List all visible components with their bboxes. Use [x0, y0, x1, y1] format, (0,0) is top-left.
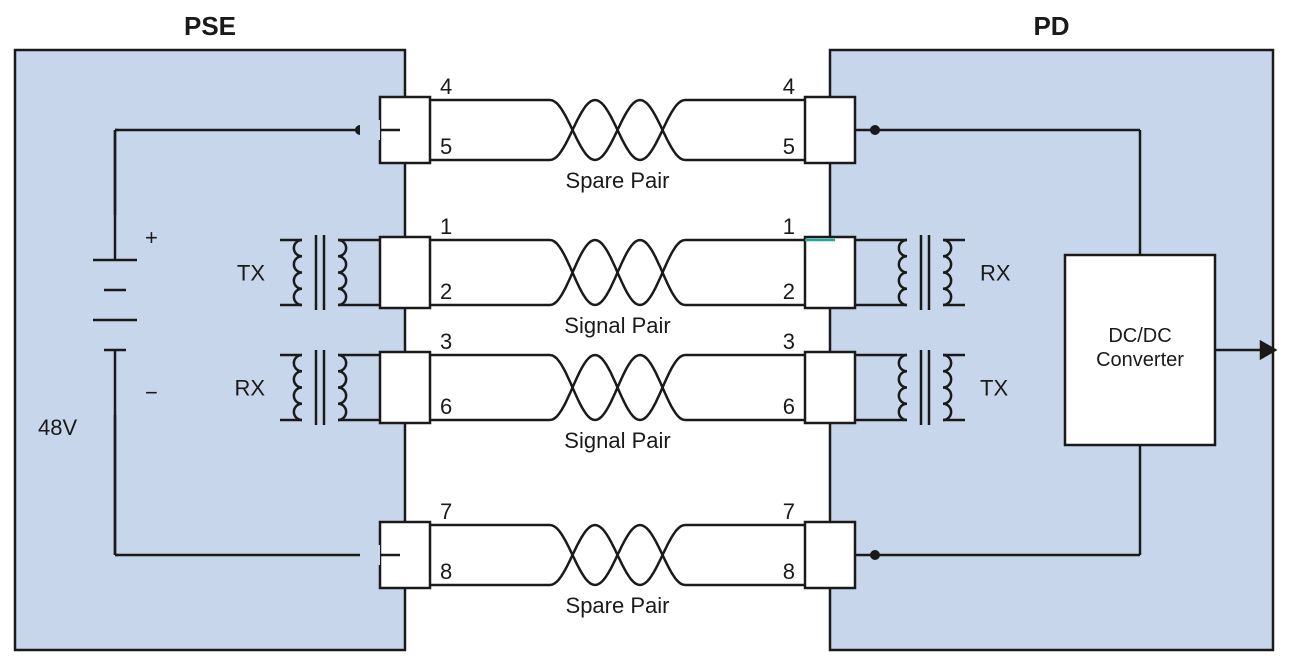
svg-text:3: 3	[783, 329, 795, 354]
pair-1: 1 2 1 2 Signal Pair	[380, 214, 855, 338]
svg-text:Signal Pair: Signal Pair	[564, 428, 670, 453]
svg-text:−: −	[145, 380, 158, 405]
svg-text:2: 2	[440, 279, 452, 304]
svg-text:7: 7	[440, 499, 452, 524]
svg-text:7: 7	[783, 499, 795, 524]
pair-0: 4 5 4 5 Spare Pair	[380, 74, 855, 193]
svg-text:1: 1	[783, 214, 795, 239]
svg-text:4: 4	[783, 74, 795, 99]
svg-text:DC/DC: DC/DC	[1108, 325, 1171, 347]
svg-text:4: 4	[440, 74, 452, 99]
voltage-label: 48V	[38, 415, 77, 440]
svg-text:8: 8	[783, 559, 795, 584]
svg-text:2: 2	[783, 279, 795, 304]
svg-text:+: +	[145, 225, 158, 250]
pair-3: 7 8 7 8 Spare Pair	[380, 499, 855, 618]
svg-text:Converter: Converter	[1096, 349, 1184, 371]
svg-text:6: 6	[783, 394, 795, 419]
svg-text:6: 6	[440, 394, 452, 419]
svg-text:5: 5	[440, 134, 452, 159]
pair-2: 3 6 3 6 Signal Pair	[380, 329, 855, 453]
pd-title: PD	[1033, 11, 1069, 41]
svg-text:1: 1	[440, 214, 452, 239]
svg-text:Spare Pair: Spare Pair	[566, 593, 670, 618]
svg-text:3: 3	[440, 329, 452, 354]
svg-text:5: 5	[783, 134, 795, 159]
svg-text:RX: RX	[980, 261, 1011, 286]
svg-text:8: 8	[440, 559, 452, 584]
svg-text:Spare Pair: Spare Pair	[566, 168, 670, 193]
svg-text:TX: TX	[980, 376, 1008, 401]
pse-title: PSE	[184, 11, 236, 41]
svg-text:TX: TX	[237, 261, 265, 286]
svg-text:Signal Pair: Signal Pair	[564, 313, 670, 338]
svg-text:RX: RX	[234, 376, 265, 401]
